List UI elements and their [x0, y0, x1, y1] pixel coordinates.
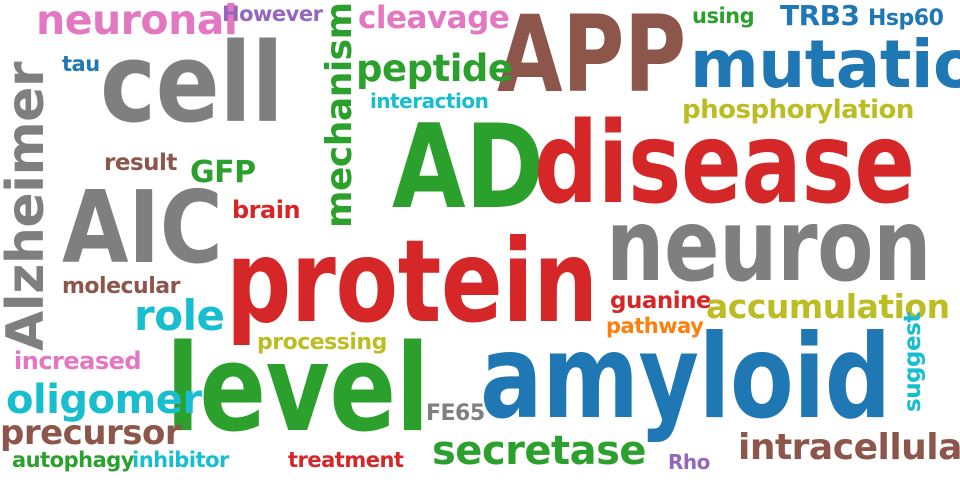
- word-mechanism: mechanism: [319, 2, 360, 228]
- word-oligomer: oligomer: [6, 377, 202, 423]
- word-phosphorylation: phosphorylation: [682, 95, 914, 125]
- word-rho: Rho: [668, 450, 710, 474]
- word-precursor: precursor: [0, 413, 182, 453]
- word-hsp60: Hsp60: [868, 6, 944, 31]
- word-however: However: [222, 2, 323, 26]
- word-intracellular: intracellular: [738, 427, 960, 468]
- word-autophagy: autophagy: [12, 448, 134, 472]
- word-neuronal: neuronal: [36, 0, 238, 44]
- word-treatment: treatment: [288, 448, 404, 472]
- word-result: result: [104, 150, 177, 176]
- word-peptide: peptide: [356, 47, 513, 90]
- word-neuron: neuron: [606, 187, 932, 304]
- word-mutation: mutation: [690, 26, 960, 103]
- word-molecular: molecular: [62, 274, 180, 299]
- word-using: using: [692, 4, 755, 28]
- word-interaction: interaction: [370, 89, 489, 113]
- word-increased: increased: [14, 347, 142, 375]
- word-suggest: suggest: [900, 312, 926, 412]
- word-level: level: [166, 320, 430, 459]
- word-secretase: secretase: [432, 428, 647, 474]
- word-inhibitor: inhibitor: [132, 448, 229, 472]
- word-brain: brain: [232, 196, 301, 224]
- word-role: role: [134, 291, 225, 340]
- word-processing: processing: [257, 330, 387, 355]
- word-alzheimer: Alzheimer: [0, 61, 56, 351]
- word-tau: tau: [62, 52, 100, 76]
- word-trb3: TRB3: [780, 0, 860, 32]
- word-app: APP: [497, 0, 686, 116]
- word-pathway: pathway: [606, 314, 704, 338]
- word-fe65: FE65: [426, 401, 485, 426]
- word-aic: AIC: [62, 169, 223, 286]
- word-guanine: guanine: [610, 288, 712, 314]
- word-ad: AD: [392, 100, 544, 235]
- word-cleavage: cleavage: [358, 0, 510, 36]
- word-accumulation: accumulation: [706, 287, 950, 326]
- word-cell: cell: [100, 19, 284, 147]
- word-amyloid: amyloid: [480, 310, 891, 445]
- word-protein: protein: [226, 215, 598, 348]
- word-gfp: GFP: [190, 155, 256, 190]
- word-disease: disease: [534, 99, 915, 229]
